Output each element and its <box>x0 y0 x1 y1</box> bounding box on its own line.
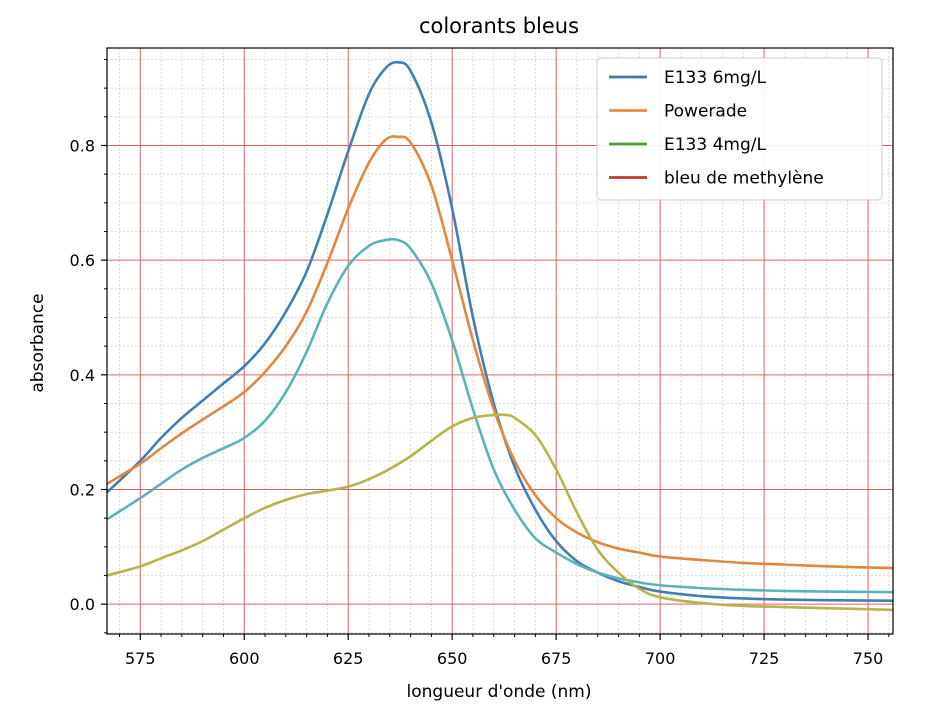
x-tick-label: 650 <box>437 649 468 668</box>
chart-title: colorants bleus <box>419 14 579 38</box>
x-tick-label: 625 <box>333 649 364 668</box>
x-tick-label: 750 <box>853 649 884 668</box>
x-tick-label: 575 <box>125 649 156 668</box>
series-layer <box>107 60 893 612</box>
y-tick-label: 0.6 <box>70 251 95 270</box>
tick-labels: 575 600 625 650 675 700 725 750 0.0 0.2 0.4 0.6 0.8 <box>70 136 884 668</box>
plot-frame <box>106 47 894 635</box>
x-tick-label: 700 <box>645 649 676 668</box>
legend: E133 6mg/L Powerade E133 4mg/L bleu de meth… <box>596 57 883 201</box>
x-tick-label: 600 <box>229 649 260 668</box>
legend-entry: Powerade <box>609 102 747 122</box>
y-tick-label: 0.4 <box>70 366 95 385</box>
x-axis-title: longueur d'onde (nm) <box>407 682 592 702</box>
series-line-2 <box>107 135 893 570</box>
y-tick-label: 0.2 <box>70 481 95 500</box>
y-tick-label: 0.8 <box>70 136 95 155</box>
y-tick-label: 0.0 <box>70 595 95 614</box>
legend-label: bleu de methylène <box>664 169 824 189</box>
legend-label: Powerade <box>664 102 747 122</box>
legend-entry: E133 6mg/L <box>609 68 766 88</box>
legend-label: E133 4mg/L <box>664 135 766 155</box>
legend-box <box>596 57 883 201</box>
ticks-layer <box>101 58 890 640</box>
series-line-3 <box>107 237 893 594</box>
legend-entry: bleu de methylène <box>609 169 824 189</box>
legend-entry: E133 4mg/L <box>609 135 766 155</box>
series-line-4 <box>107 413 893 612</box>
series-line-1 <box>107 60 893 603</box>
legend-label: E133 6mg/L <box>664 68 766 88</box>
y-axis-title: absorbance <box>28 293 48 392</box>
x-tick-label: 675 <box>541 649 572 668</box>
x-tick-label: 725 <box>749 649 780 668</box>
